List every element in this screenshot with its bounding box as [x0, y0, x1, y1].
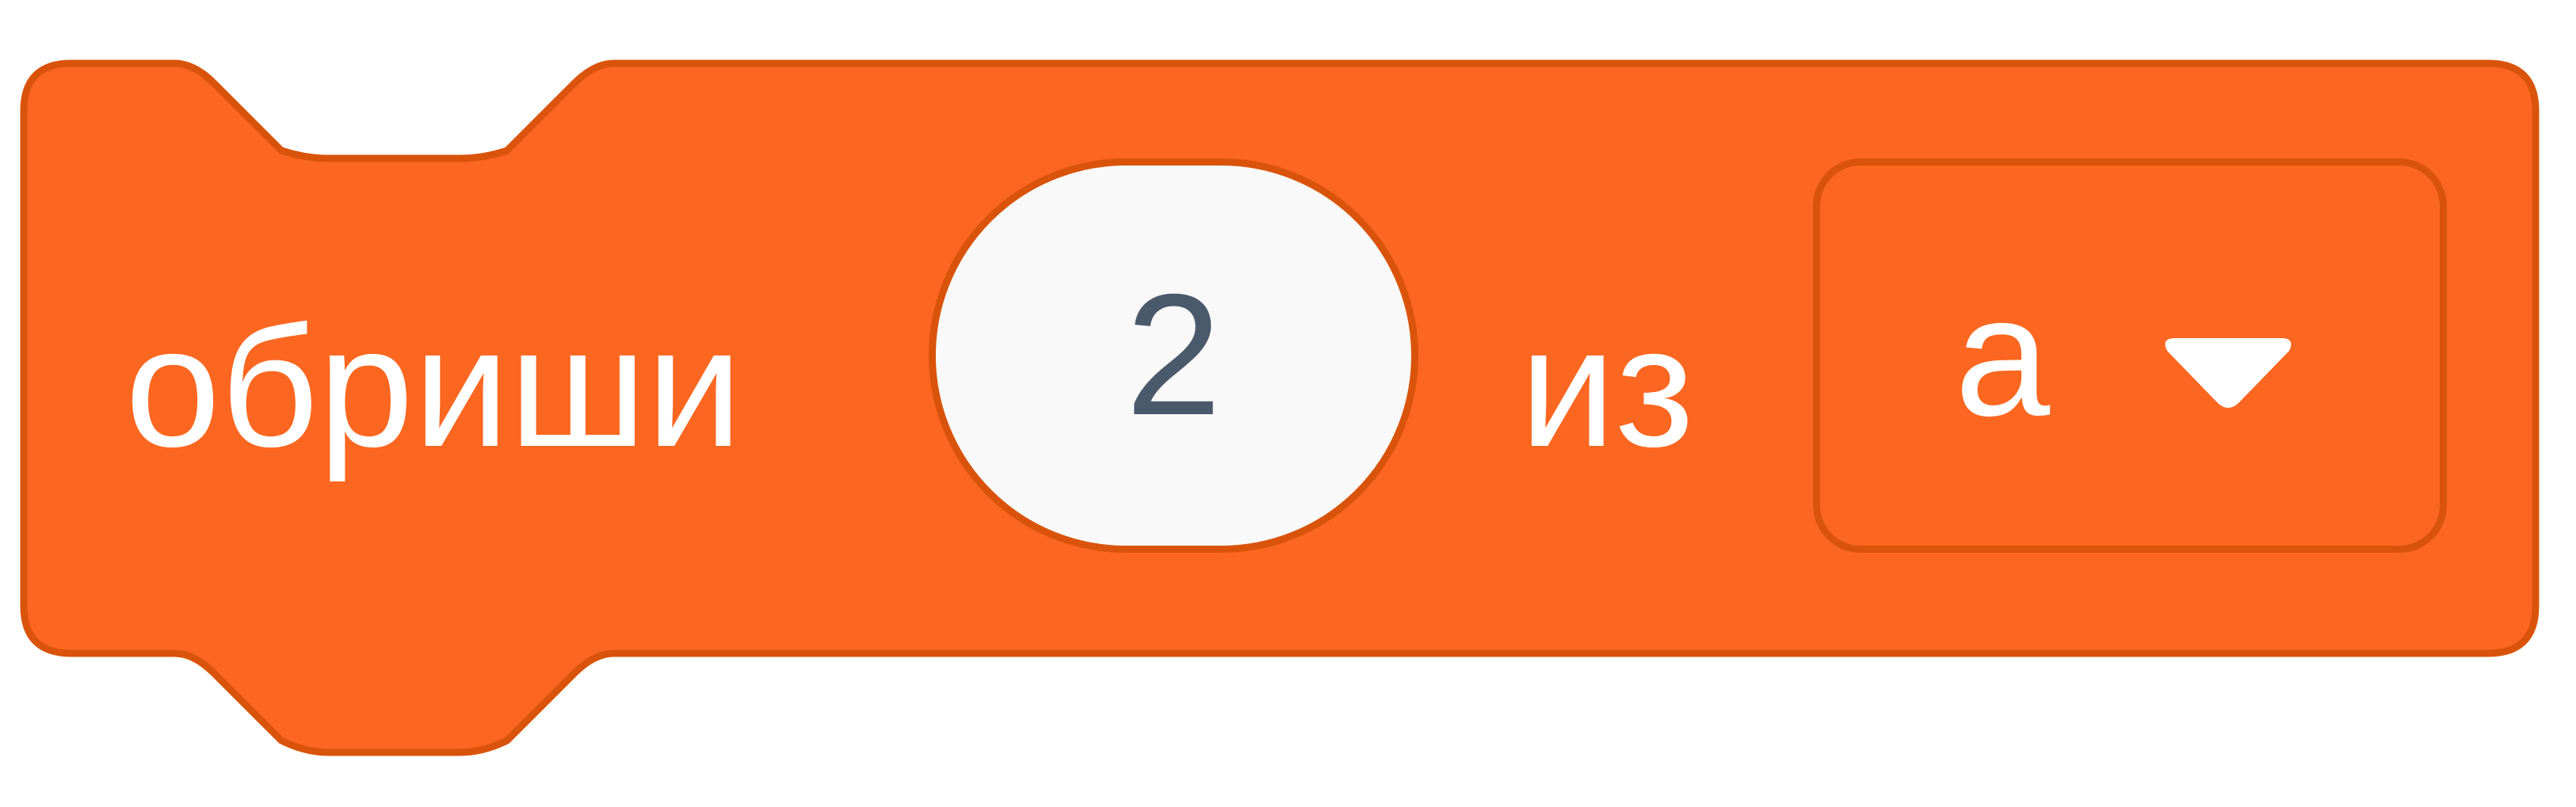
list-name-value: а — [1955, 260, 2051, 451]
list-name-dropdown[interactable]: а — [1813, 158, 2447, 553]
item-number-input[interactable]: 2 — [929, 158, 1418, 553]
block-label-erase: обриши — [125, 291, 742, 482]
block-label-from: из — [1520, 291, 1694, 482]
dropdown-caret-icon[interactable] — [2161, 330, 2296, 417]
